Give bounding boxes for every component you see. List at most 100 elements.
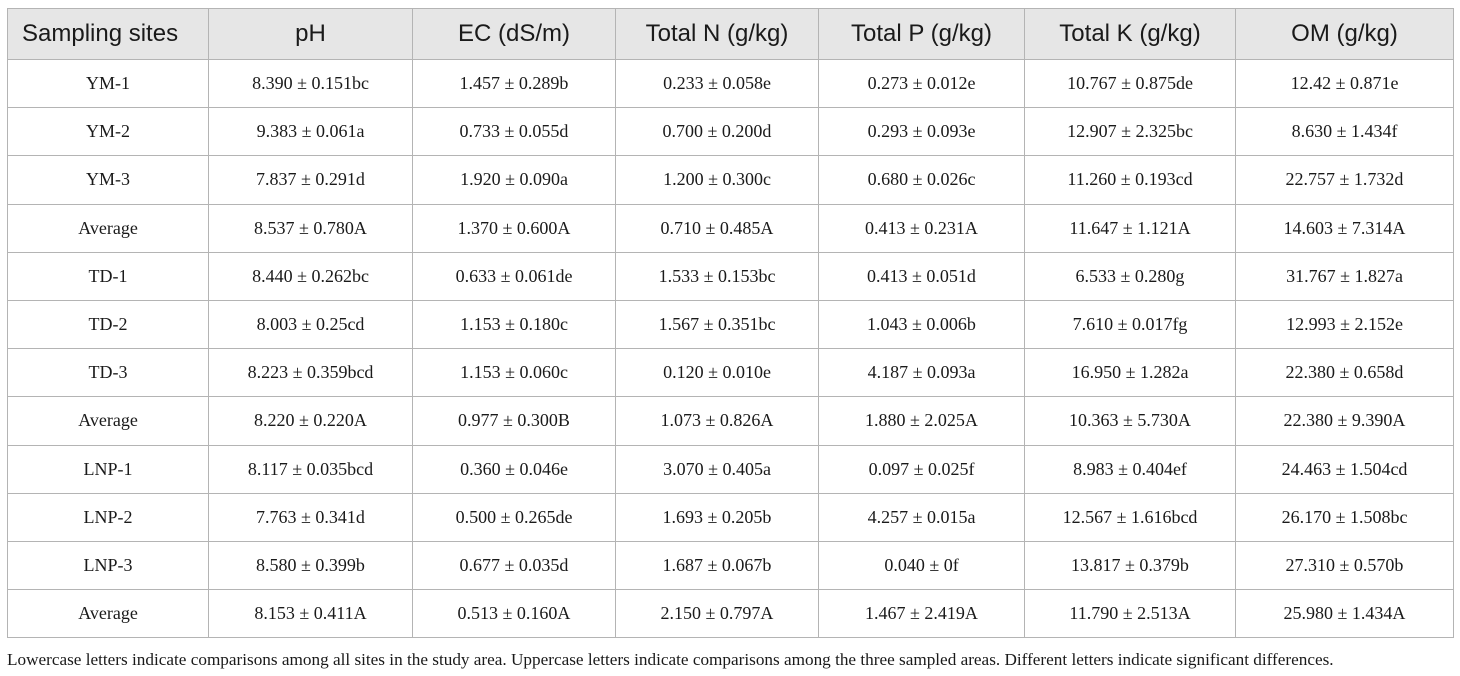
cell-site: TD-3 — [7, 348, 209, 398]
cell-om: 24.463 ± 1.504cd — [1235, 444, 1454, 494]
cell-total-p: 0.680 ± 0.026c — [818, 155, 1025, 205]
table-row: YM-1 8.390 ± 0.151bc 1.457 ± 0.289b 0.233 ±… — [7, 58, 1454, 109]
cell-total-p: 1.043 ± 0.006b — [818, 299, 1025, 350]
cell-total-p: 0.413 ± 0.051d — [818, 251, 1025, 301]
cell-total-n: 0.120 ± 0.010e — [615, 348, 819, 398]
cell-total-p: 1.880 ± 2.025A — [818, 396, 1025, 446]
cell-total-k: 11.647 ± 1.121A — [1024, 203, 1236, 253]
cell-total-p: 0.097 ± 0.025f — [818, 444, 1025, 494]
table-row: LNP-3 8.580 ± 0.399b 0.677 ± 0.035d 1.687 ±… — [7, 540, 1454, 591]
cell-total-k: 13.817 ± 0.379b — [1024, 540, 1236, 591]
header-sampling-sites: Sampling sites — [7, 8, 209, 60]
cell-total-k: 10.767 ± 0.875de — [1024, 58, 1236, 109]
cell-om: 31.767 ± 1.827a — [1235, 251, 1454, 301]
cell-ph: 8.440 ± 0.262bc — [208, 251, 413, 301]
cell-ec: 1.153 ± 0.060c — [412, 348, 616, 398]
cell-total-n: 3.070 ± 0.405a — [615, 444, 819, 494]
cell-om: 12.42 ± 0.871e — [1235, 58, 1454, 109]
cell-site: LNP-1 — [7, 444, 209, 494]
table-body: YM-1 8.390 ± 0.151bc 1.457 ± 0.289b 0.233 ±… — [7, 58, 1454, 639]
cell-total-k: 7.610 ± 0.017fg — [1024, 299, 1236, 350]
cell-om: 25.980 ± 1.434A — [1235, 589, 1454, 639]
cell-site: LNP-2 — [7, 492, 209, 542]
cell-ph: 7.837 ± 0.291d — [208, 155, 413, 205]
cell-total-n: 0.233 ± 0.058e — [615, 58, 819, 109]
cell-total-n: 1.567 ± 0.351bc — [615, 299, 819, 350]
cell-om: 27.310 ± 0.570b — [1235, 540, 1454, 591]
cell-total-p: 4.187 ± 0.093a — [818, 348, 1025, 398]
cell-site: YM-2 — [7, 107, 209, 157]
cell-total-k: 16.950 ± 1.282a — [1024, 348, 1236, 398]
cell-total-n: 2.150 ± 0.797A — [615, 589, 819, 639]
cell-total-n: 1.687 ± 0.067b — [615, 540, 819, 591]
cell-total-k: 11.790 ± 2.513A — [1024, 589, 1236, 639]
cell-total-k: 10.363 ± 5.730A — [1024, 396, 1236, 446]
cell-total-k: 12.907 ± 2.325bc — [1024, 107, 1236, 157]
cell-total-n: 1.693 ± 0.205b — [615, 492, 819, 542]
table-row: LNP-2 7.763 ± 0.341d 0.500 ± 0.265de 1.693 … — [7, 492, 1454, 542]
header-ec: EC (dS/m) — [412, 8, 616, 60]
cell-total-n: 1.533 ± 0.153bc — [615, 251, 819, 301]
cell-total-n: 1.073 ± 0.826A — [615, 396, 819, 446]
cell-total-n: 1.200 ± 0.300c — [615, 155, 819, 205]
cell-ec: 0.500 ± 0.265de — [412, 492, 616, 542]
cell-ph: 8.390 ± 0.151bc — [208, 58, 413, 109]
cell-ph: 9.383 ± 0.061a — [208, 107, 413, 157]
header-total-k: Total K (g/kg) — [1024, 8, 1236, 60]
table-row: LNP-1 8.117 ± 0.035bcd 0.360 ± 0.046e 3.070… — [7, 444, 1454, 494]
header-om: OM (g/kg) — [1235, 8, 1454, 60]
table-footnote: Lowercase letters indicate comparisons a… — [7, 650, 1334, 669]
cell-ph: 8.153 ± 0.411A — [208, 589, 413, 639]
cell-om: 8.630 ± 1.434f — [1235, 107, 1454, 157]
cell-total-k: 6.533 ± 0.280g — [1024, 251, 1236, 301]
table-header-row: Sampling sites pH EC (dS/m) Total N (g/k… — [7, 8, 1454, 60]
cell-site: YM-3 — [7, 155, 209, 205]
table-row: YM-3 7.837 ± 0.291d 1.920 ± 0.090a 1.200 ± … — [7, 155, 1454, 205]
cell-om: 12.993 ± 2.152e — [1235, 299, 1454, 350]
cell-ec: 1.153 ± 0.180c — [412, 299, 616, 350]
cell-ec: 0.360 ± 0.046e — [412, 444, 616, 494]
cell-ph: 8.117 ± 0.035bcd — [208, 444, 413, 494]
cell-total-p: 4.257 ± 0.015a — [818, 492, 1025, 542]
cell-total-p: 0.293 ± 0.093e — [818, 107, 1025, 157]
cell-site: YM-1 — [7, 58, 209, 109]
cell-total-k: 8.983 ± 0.404ef — [1024, 444, 1236, 494]
cell-total-n: 0.710 ± 0.485A — [615, 203, 819, 253]
cell-ph: 8.580 ± 0.399b — [208, 540, 413, 591]
cell-ec: 0.633 ± 0.061de — [412, 251, 616, 301]
cell-ec: 1.370 ± 0.600A — [412, 203, 616, 253]
cell-om: 14.603 ± 7.314A — [1235, 203, 1454, 253]
cell-ec: 0.733 ± 0.055d — [412, 107, 616, 157]
cell-ec: 1.920 ± 0.090a — [412, 155, 616, 205]
cell-ec: 1.457 ± 0.289b — [412, 58, 616, 109]
cell-total-k: 11.260 ± 0.193cd — [1024, 155, 1236, 205]
cell-site: Average — [7, 203, 209, 253]
cell-om: 26.170 ± 1.508bc — [1235, 492, 1454, 542]
cell-total-p: 1.467 ± 2.419A — [818, 589, 1025, 639]
header-total-p: Total P (g/kg) — [818, 8, 1025, 60]
data-table-container: Sampling sites pH EC (dS/m) Total N (g/k… — [7, 8, 1454, 639]
cell-total-p: 0.413 ± 0.231A — [818, 203, 1025, 253]
cell-site: TD-1 — [7, 251, 209, 301]
cell-site: TD-2 — [7, 299, 209, 350]
cell-ec: 0.677 ± 0.035d — [412, 540, 616, 591]
cell-om: 22.380 ± 0.658d — [1235, 348, 1454, 398]
cell-ph: 8.223 ± 0.359bcd — [208, 348, 413, 398]
cell-site: Average — [7, 589, 209, 639]
cell-site: Average — [7, 396, 209, 446]
soil-properties-table: Sampling sites pH EC (dS/m) Total N (g/k… — [7, 8, 1454, 639]
table-row: Average 8.153 ± 0.411A 0.513 ± 0.160A 2.150… — [7, 589, 1454, 639]
header-ph: pH — [208, 8, 413, 60]
cell-ph: 7.763 ± 0.341d — [208, 492, 413, 542]
cell-ph: 8.537 ± 0.780A — [208, 203, 413, 253]
table-row: TD-3 8.223 ± 0.359bcd 1.153 ± 0.060c 0.120 … — [7, 348, 1454, 398]
table-row: Average 8.220 ± 0.220A 0.977 ± 0.300B 1.073… — [7, 396, 1454, 446]
cell-total-p: 0.273 ± 0.012e — [818, 58, 1025, 109]
cell-total-k: 12.567 ± 1.616bcd — [1024, 492, 1236, 542]
table-row: Average 8.537 ± 0.780A 1.370 ± 0.600A 0.710… — [7, 203, 1454, 253]
cell-total-n: 0.700 ± 0.200d — [615, 107, 819, 157]
cell-om: 22.757 ± 1.732d — [1235, 155, 1454, 205]
table-row: TD-1 8.440 ± 0.262bc 0.633 ± 0.061de 1.533 … — [7, 251, 1454, 301]
cell-total-p: 0.040 ± 0f — [818, 540, 1025, 591]
header-total-n: Total N (g/kg) — [615, 8, 819, 60]
